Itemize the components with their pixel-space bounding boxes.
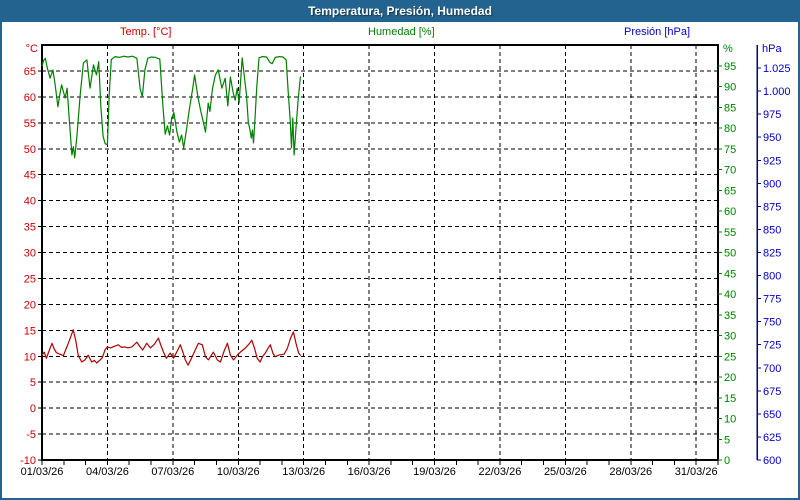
- legend-temperature: Temp. [°C]: [120, 26, 172, 38]
- svg-text:50: 50: [24, 144, 36, 156]
- svg-text:60: 60: [724, 206, 736, 218]
- svg-text:700: 700: [763, 363, 781, 375]
- svg-text:0: 0: [724, 455, 730, 467]
- vertical-gridlines: [106, 45, 697, 460]
- humidity-axis: 0 5 10 15 20 25 30 35 40 45 50 55 60 65 70 75 80 85 90 95%: [718, 43, 736, 467]
- svg-text:45: 45: [24, 170, 36, 182]
- svg-text:650: 650: [763, 409, 781, 421]
- legend-humidity: Humedad [%]: [368, 26, 435, 38]
- svg-text:725: 725: [763, 340, 781, 352]
- svg-text:04/03/26: 04/03/26: [86, 466, 129, 478]
- svg-text:22/03/26: 22/03/26: [479, 466, 522, 478]
- svg-text:50: 50: [724, 248, 736, 260]
- temperature-unit-label: °C: [26, 43, 38, 55]
- svg-text:40: 40: [724, 289, 736, 301]
- svg-text:600: 600: [763, 455, 781, 467]
- svg-text:925: 925: [763, 155, 781, 167]
- svg-text:-5: -5: [26, 429, 36, 441]
- humidity-series-line: [41, 55, 301, 159]
- legend-pressure: Presión [hPa]: [624, 26, 691, 38]
- svg-text:5: 5: [724, 434, 730, 446]
- svg-text:825: 825: [763, 248, 781, 260]
- svg-text:30: 30: [724, 331, 736, 343]
- svg-text:975: 975: [763, 109, 781, 121]
- svg-text:80: 80: [724, 123, 736, 135]
- svg-text:800: 800: [763, 271, 781, 283]
- svg-text:55: 55: [724, 227, 736, 239]
- svg-text:16/03/26: 16/03/26: [348, 466, 391, 478]
- svg-text:900: 900: [763, 178, 781, 190]
- pressure-axis: 600 625 650 675 700 725 750 775 800 825 850 875 900 9…: [756, 43, 791, 467]
- svg-text:40: 40: [24, 196, 36, 208]
- svg-text:775: 775: [763, 294, 781, 306]
- window-title: Temperatura, Presión, Humedad: [0, 0, 800, 22]
- svg-text:10: 10: [24, 351, 36, 363]
- svg-text:875: 875: [763, 201, 781, 213]
- svg-text:01/03/26: 01/03/26: [21, 466, 64, 478]
- svg-text:950: 950: [763, 132, 781, 144]
- svg-text:35: 35: [724, 310, 736, 322]
- svg-text:675: 675: [763, 386, 781, 398]
- svg-text:25: 25: [724, 351, 736, 363]
- svg-text:10: 10: [724, 414, 736, 426]
- svg-text:19/03/26: 19/03/26: [413, 466, 456, 478]
- svg-text:70: 70: [724, 165, 736, 177]
- temperature-axis: -10 -5 0 5 10 15 20 25 30 35 40 45 50 55 60 65 °C: [20, 43, 42, 467]
- svg-text:0: 0: [30, 403, 36, 415]
- svg-text:90: 90: [724, 82, 736, 94]
- temperature-series-line: [41, 329, 301, 366]
- svg-text:28/03/26: 28/03/26: [609, 466, 652, 478]
- svg-text:45: 45: [724, 268, 736, 280]
- humidity-unit-label: %: [723, 43, 733, 55]
- svg-text:25/03/26: 25/03/26: [544, 466, 587, 478]
- svg-text:55: 55: [24, 118, 36, 130]
- svg-text:20: 20: [24, 299, 36, 311]
- svg-text:15: 15: [24, 325, 36, 337]
- svg-text:750: 750: [763, 317, 781, 329]
- svg-text:65: 65: [724, 185, 736, 197]
- svg-text:5: 5: [30, 377, 36, 389]
- svg-text:1.000: 1.000: [763, 86, 791, 98]
- date-axis: 01/03/26 04/03/26 07/03/26 10/03/26 13/03/26…: [21, 461, 719, 478]
- svg-text:95: 95: [724, 61, 736, 73]
- svg-text:20: 20: [724, 372, 736, 384]
- svg-text:1.025: 1.025: [763, 63, 791, 75]
- svg-text:15: 15: [724, 393, 736, 405]
- horizontal-gridlines: [42, 70, 718, 435]
- svg-text:75: 75: [724, 144, 736, 156]
- svg-text:60: 60: [24, 92, 36, 104]
- svg-text:07/03/26: 07/03/26: [151, 466, 194, 478]
- svg-text:31/03/26: 31/03/26: [675, 466, 718, 478]
- svg-text:35: 35: [24, 222, 36, 234]
- svg-text:13/03/26: 13/03/26: [282, 466, 325, 478]
- svg-text:-10: -10: [20, 455, 36, 467]
- svg-text:850: 850: [763, 224, 781, 236]
- svg-text:625: 625: [763, 432, 781, 444]
- pressure-unit-label: hPa: [762, 43, 782, 55]
- svg-text:30: 30: [24, 248, 36, 260]
- svg-text:25: 25: [24, 273, 36, 285]
- svg-text:10/03/26: 10/03/26: [217, 466, 260, 478]
- svg-text:65: 65: [24, 66, 36, 78]
- svg-text:85: 85: [724, 102, 736, 114]
